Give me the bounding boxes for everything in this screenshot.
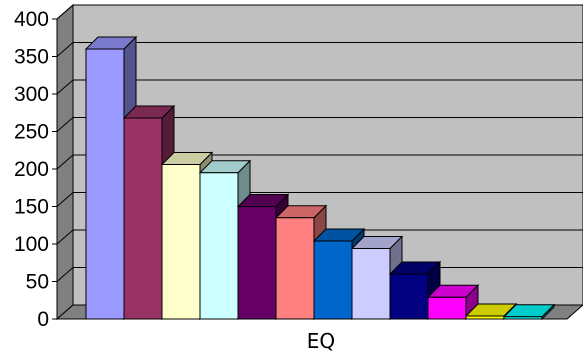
y-axis-ticks: 0 50 100 150 200 250 300 350 400 [14,8,57,331]
y-tick-label: 400 [14,8,49,31]
gridline [56,229,74,245]
bar [502,303,556,321]
bar-front [199,172,239,320]
bar-front [85,48,125,320]
gridline [56,192,74,207]
gridline [56,79,74,95]
y-tick-label: 200 [14,158,49,181]
y-tick-label: 150 [14,196,49,219]
gridline [56,267,74,282]
y-tick-label: 250 [14,121,49,144]
gridline [56,4,74,20]
gridline [56,42,74,57]
bar [84,35,138,321]
bar-front [427,296,467,320]
bar-front [123,117,163,320]
bar-front [351,248,391,320]
bar [388,260,442,321]
bars [84,35,556,321]
bar-front [237,206,277,320]
bar-front [161,164,201,320]
y-tick-label: 350 [14,46,49,69]
y-tick-label: 50 [26,271,49,294]
bar-front [465,315,505,320]
bar [426,284,480,321]
gridline [56,154,74,170]
gridline [56,117,74,132]
y-tick-label: 100 [14,233,49,256]
y-tick-label: 0 [37,308,49,331]
x-axis-category-label: EQ [307,329,335,353]
bar-front [389,273,429,320]
y-tick-label: 300 [14,83,49,106]
bar-front [503,316,543,320]
bar-front [313,240,353,320]
bar-front [275,217,315,320]
